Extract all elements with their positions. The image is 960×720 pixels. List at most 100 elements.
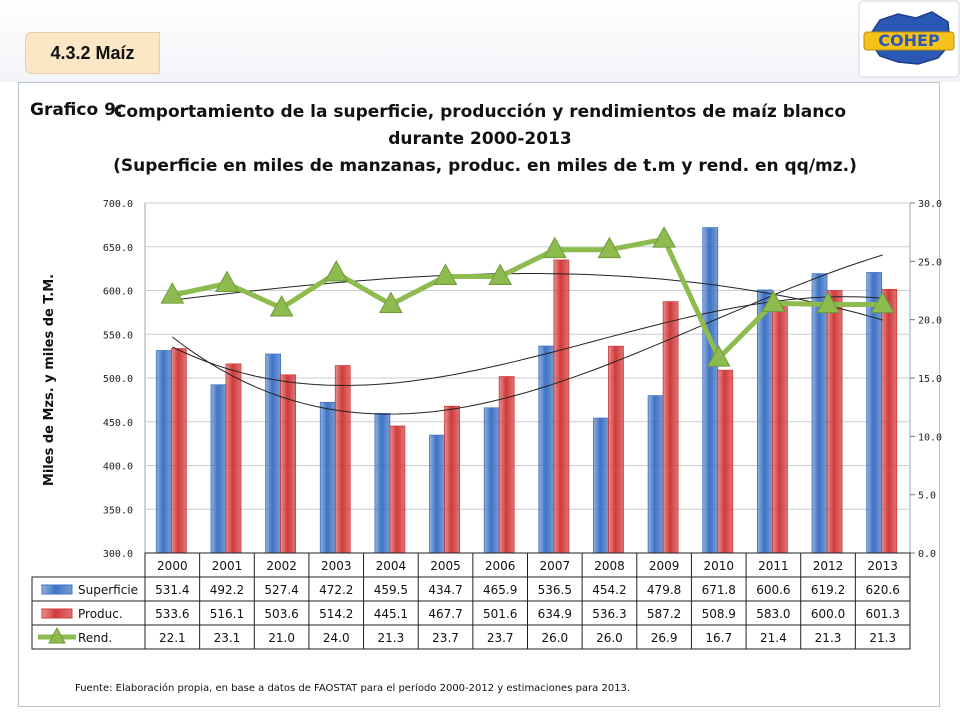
trendlines [172,254,883,415]
bar-superficie [265,353,282,554]
legend-swatch-produccion [41,608,73,619]
bar-superficie [155,350,172,554]
table-cell: 16.7 [705,631,732,645]
table-cell: 479.8 [647,583,681,597]
y2-tick-label: 20.0 [918,316,942,327]
legend-label: Produc. [78,607,123,621]
table-cell: 600.6 [756,583,790,597]
table-cell: 454.2 [592,583,626,597]
axes: 300.0 350.0 400.0 450.0 500.0 550.0 600.0 650.0… [103,199,942,560]
rend-marker [160,282,185,304]
bar-superficie [374,413,391,554]
bar-superficie [483,407,500,554]
table-cell: 467.7 [428,607,462,621]
table-cell: 21.3 [378,631,405,645]
y-tick-label: 700.0 [103,199,133,210]
section-tab: 4.3.2 Maíz [25,32,160,74]
y-tick-label: 550.0 [103,330,133,341]
table-cell: 459.5 [374,583,408,597]
table-cell: 583.0 [756,607,790,621]
table-cell: 434.7 [428,583,462,597]
table-cell: 472.2 [319,583,353,597]
y2-tick-label: 10.0 [918,432,942,443]
table-cell: 536.3 [592,607,626,621]
bar-superficie [429,434,445,554]
table-cell: 503.6 [264,607,298,621]
x-tick-label: 2001 [212,559,243,573]
bar-produccion [717,369,734,554]
rend-marker [706,345,731,367]
table-cell: 21.3 [869,631,896,645]
table-cell: 21.0 [268,631,295,645]
y2-tick-label: 30.0 [918,199,942,210]
rend-marker [324,259,349,282]
table-cell: 508.9 [702,607,736,621]
table-cell: 22.1 [159,631,186,645]
table-cell: 23.7 [487,631,514,645]
bar-produccion [553,259,570,554]
bar-superficie [811,273,828,554]
x-tick-label: 2004 [376,559,407,573]
table-cell: 24.0 [323,631,350,645]
rend-marker [761,290,786,312]
table-cell: 516.1 [210,607,244,621]
chart-title-line-2: durante 2000-2013 [388,129,572,149]
rend-marker [597,236,622,259]
bar-superficie [210,384,227,554]
bar-produccion [280,374,297,554]
x-tick-label: 2010 [703,559,734,573]
table-cell: 492.2 [210,583,244,597]
source-note: Fuente: Elaboración propia, en base a da… [75,682,630,694]
rend-marker [215,270,239,292]
bar-produccion [881,288,898,554]
x-tick-label: 2005 [430,559,461,573]
x-tick-label: 2013 [867,559,898,573]
data-table: 2000 2001 2002 2003 2004 2005 2006 2007 2008 2009… [31,552,911,650]
bar-superficie [538,345,555,554]
table-cell: 26.0 [596,631,623,645]
table-cell: 21.3 [815,631,842,645]
bar-produccion [389,425,406,554]
rend-line [160,226,895,367]
cohep-logo: COHEP [858,0,960,78]
y-axis-label: Miles de Mzs. y miles de T.M. [42,274,57,486]
x-tick-label: 2011 [758,559,789,573]
x-tick-label: 2009 [649,559,680,573]
bar-produccion [334,365,351,554]
bar-produccion [170,348,187,554]
x-tick-label: 2002 [266,559,297,573]
y2-tick-label: 25.0 [918,257,942,268]
table-cell: 533.6 [155,607,189,621]
table-cell: 620.6 [865,583,899,597]
table-cell: 21.4 [760,631,787,645]
bar-superficie [647,395,664,554]
rend-marker [542,236,567,259]
bar-produccion [225,363,242,554]
legend-swatch-superficie [41,584,73,595]
table-cell: 671.8 [702,583,736,597]
bar-superficie [593,417,609,554]
table-cell: 501.6 [483,607,517,621]
table-cell: 600.0 [811,607,845,621]
y-tick-label: 600.0 [103,287,133,298]
trendline-produccion [172,296,883,386]
rend-series-line [171,236,883,361]
table-cell: 619.2 [811,583,845,597]
x-tick-label: 2008 [594,559,625,573]
bar-produccion [498,376,515,554]
table-cell: 634.9 [538,607,572,621]
legend-swatch-rend-marker [48,626,66,644]
rend-marker [433,263,458,285]
bar-superficie [756,289,773,554]
grid [144,202,911,554]
y-tick-label: 300.0 [103,549,133,560]
section-label: 4.3.2 Maíz [50,42,135,63]
table-cell: 587.2 [647,607,681,621]
y-tick-label: 400.0 [103,462,133,473]
bar-superficie [866,272,883,554]
table-cell: 23.1 [214,631,241,645]
table-cell: 26.9 [651,631,678,645]
table-cell: 465.9 [483,583,517,597]
rend-marker [652,226,676,248]
